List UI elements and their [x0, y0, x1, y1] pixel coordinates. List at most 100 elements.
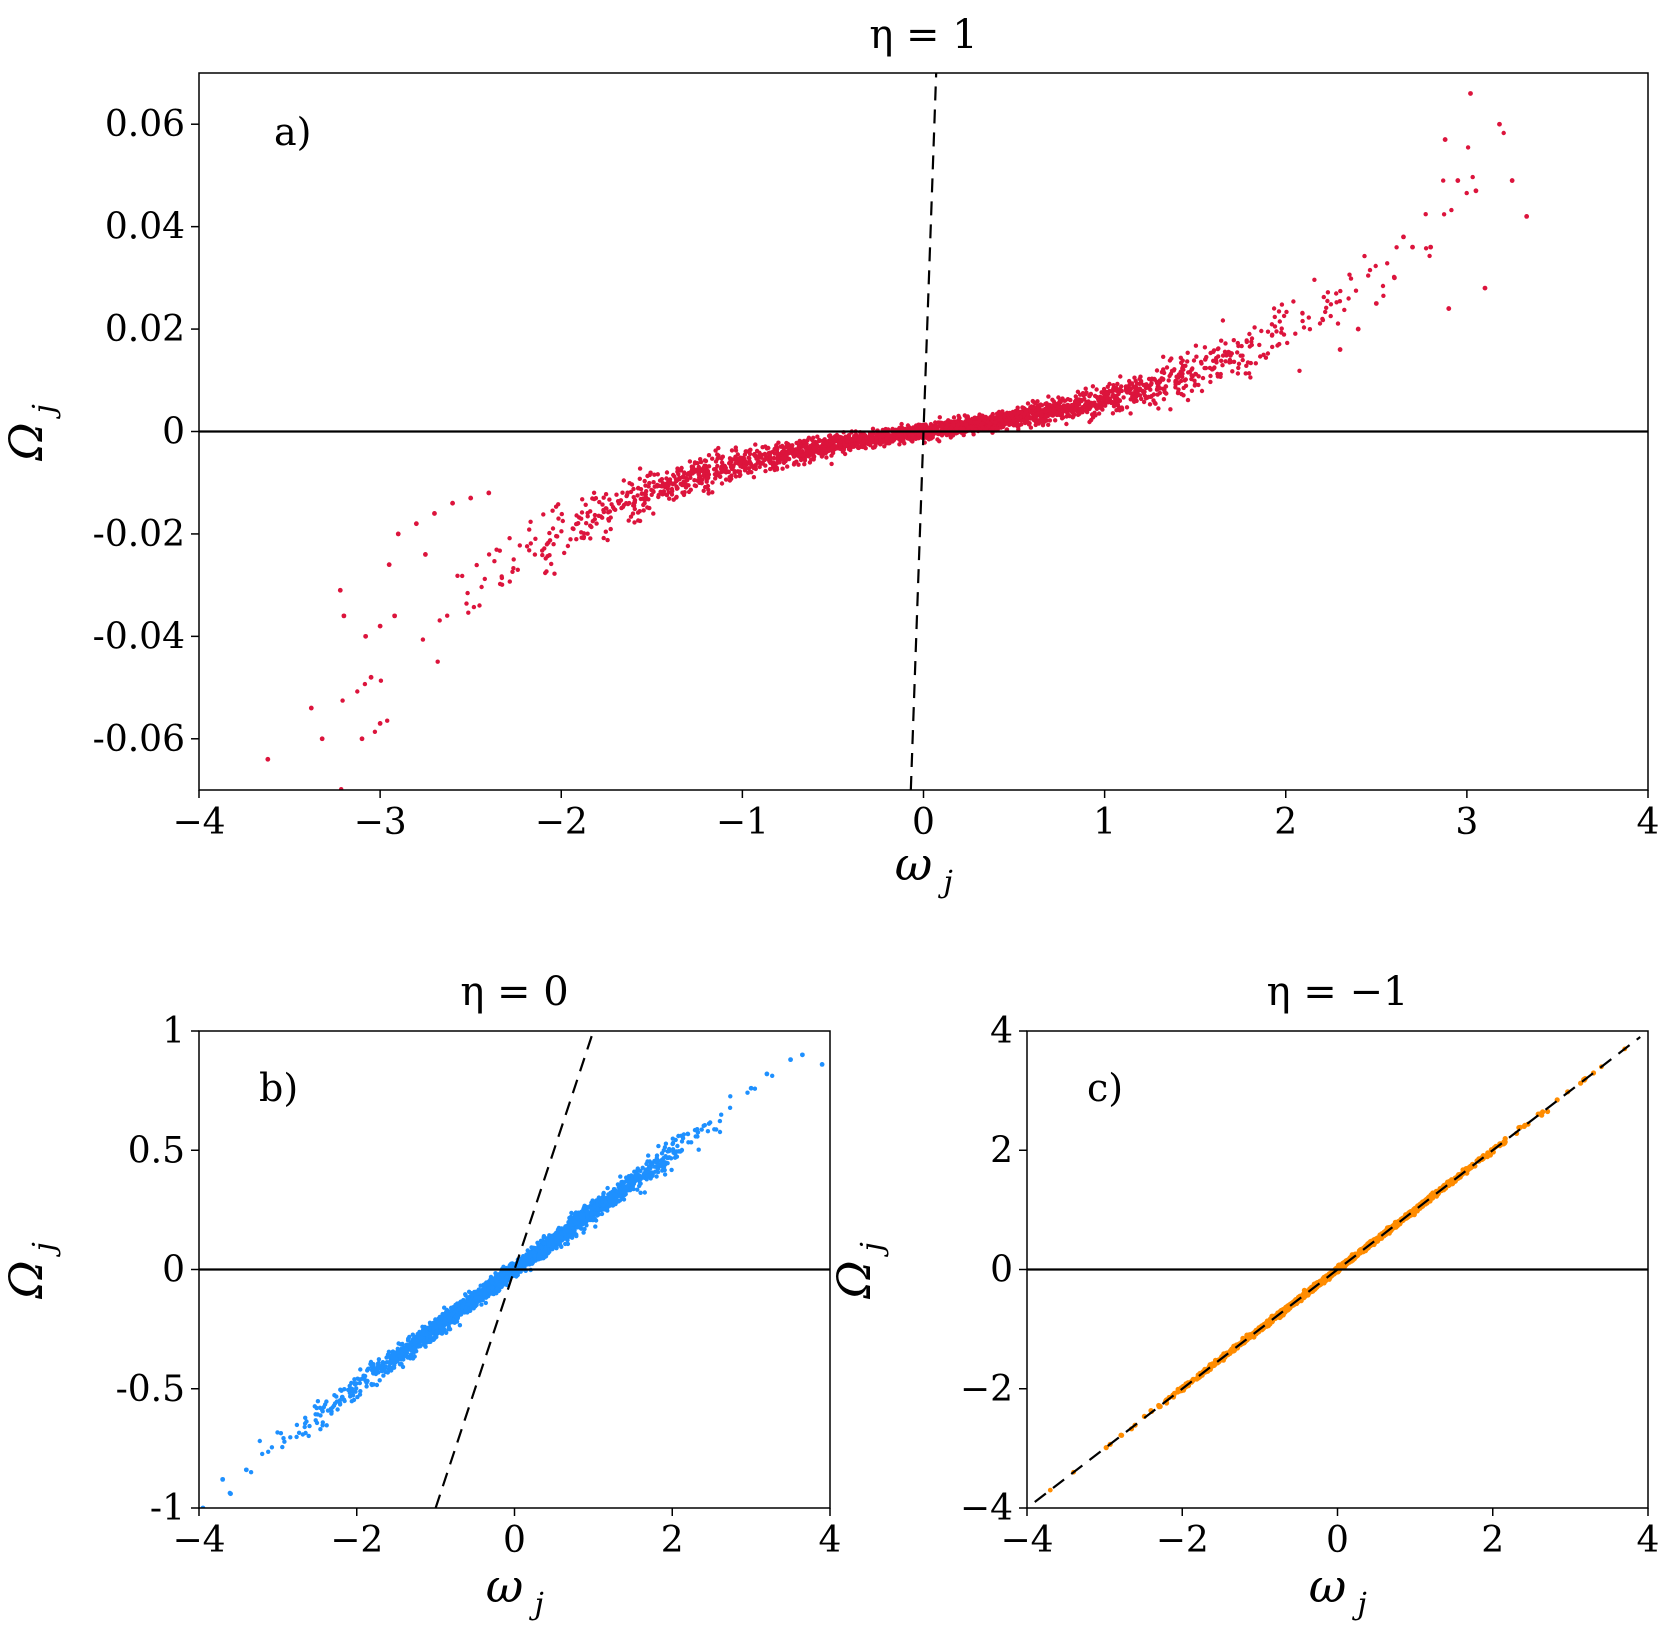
scatter-point — [706, 487, 711, 492]
scatter-point — [482, 576, 487, 582]
scatter-point — [1046, 394, 1051, 399]
scatter-point — [870, 426, 876, 431]
scatter-point — [1301, 325, 1307, 330]
scatter-point — [785, 464, 790, 469]
scatter-point — [620, 504, 626, 510]
scatter-point — [348, 1393, 353, 1398]
scatter-point — [798, 457, 804, 463]
scatter-point — [1446, 306, 1452, 311]
scatter-point — [510, 569, 515, 574]
scatter-point — [1239, 343, 1244, 349]
scatter-point — [1002, 414, 1007, 419]
scatter-point — [1154, 368, 1160, 373]
scatter-point — [294, 1422, 300, 1428]
scatter-point — [1428, 244, 1434, 250]
scatter-point — [318, 1413, 323, 1418]
scatter-point — [574, 1232, 579, 1237]
scatter-point — [280, 1444, 285, 1450]
scatter-point — [1111, 383, 1116, 388]
scatter-point — [605, 537, 610, 543]
scatter-point — [1208, 373, 1213, 379]
scatter-point — [1337, 299, 1343, 304]
scatter-point — [1164, 365, 1170, 370]
scatter-point — [874, 435, 879, 440]
scatter-point — [1427, 253, 1432, 259]
scatter-point — [962, 421, 967, 426]
scatter-point — [1317, 321, 1323, 326]
scatter-point — [701, 472, 706, 478]
scatter-point — [1300, 318, 1305, 324]
scatter-point — [806, 445, 812, 450]
scatter-point — [716, 445, 721, 451]
scatter-point — [1114, 385, 1119, 390]
scatter-point — [1394, 245, 1399, 250]
scatter-point — [1090, 384, 1096, 389]
scatter-point — [817, 438, 822, 444]
scatter-point — [660, 1168, 665, 1173]
scatter-point — [584, 1223, 589, 1228]
y-tick-label: -0.06 — [93, 719, 185, 760]
scatter-point — [1297, 368, 1302, 373]
scatter-point — [885, 434, 890, 439]
scatter-point — [1157, 379, 1163, 385]
scatter-point — [358, 1367, 363, 1372]
scatter-point — [1073, 394, 1079, 399]
scatter-point — [1110, 388, 1116, 393]
scatter-point — [1128, 386, 1134, 392]
scatter-point — [1064, 421, 1069, 427]
scatter-point — [654, 1174, 659, 1179]
scatter-point — [652, 472, 657, 477]
scatter-point — [638, 1181, 643, 1186]
scatter-point — [1028, 409, 1034, 415]
scatter-point — [1272, 314, 1278, 320]
scatter-point — [971, 432, 976, 437]
scatter-point — [791, 454, 797, 459]
scatter-point — [681, 492, 687, 498]
scatter-point — [802, 462, 807, 467]
scatter-point — [341, 613, 347, 619]
scatter-point — [1023, 409, 1029, 414]
scatter-point — [460, 573, 465, 579]
scatter-point — [499, 582, 505, 587]
scatter-point — [1166, 378, 1171, 383]
scatter-point — [621, 478, 626, 483]
scatter-point — [645, 1159, 650, 1164]
scatter-point — [1043, 409, 1048, 414]
scatter-point — [603, 492, 609, 497]
scatter-point — [547, 530, 552, 536]
scatter-point — [1176, 387, 1181, 392]
scatter-point — [775, 455, 780, 461]
scatter-point — [1099, 395, 1105, 400]
scatter-point — [823, 450, 829, 456]
scatter-point — [486, 490, 492, 496]
scatter-point — [683, 482, 689, 487]
scatter-point — [881, 439, 886, 444]
scatter-point — [544, 542, 550, 547]
scatter-point — [1501, 130, 1506, 136]
scatter-point — [663, 1141, 669, 1146]
scatter-point — [1156, 386, 1162, 391]
scatter-point — [1065, 411, 1070, 417]
scatter-point — [1004, 418, 1010, 423]
scatter-point — [747, 451, 753, 457]
scatter-point — [423, 552, 428, 557]
scatter-point — [1009, 413, 1015, 419]
scatter-point — [698, 459, 704, 465]
scatter-point — [1132, 385, 1138, 390]
scatter-point — [517, 543, 522, 548]
scatter-point — [1093, 413, 1098, 418]
scatter-point — [611, 506, 617, 512]
scatter-point — [1175, 390, 1181, 396]
scatter-point — [1219, 358, 1224, 363]
scatter-point — [556, 516, 561, 521]
scatter-point — [541, 1234, 547, 1239]
scatter-point — [420, 637, 426, 642]
scatter-point — [332, 1393, 337, 1398]
scatter-point — [1094, 387, 1099, 392]
scatter-point — [1036, 407, 1041, 412]
scatter-point — [1277, 319, 1283, 324]
scatter-point — [1179, 391, 1184, 397]
scatter-point — [303, 1430, 308, 1436]
scatter-point — [751, 452, 757, 457]
scatter-point — [465, 590, 470, 596]
